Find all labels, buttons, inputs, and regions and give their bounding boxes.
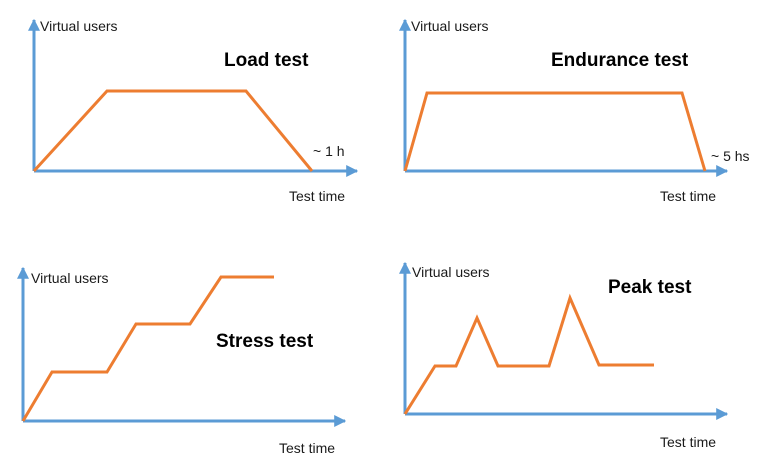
peak-y-axis-label: Virtual users [412, 264, 490, 280]
peak-profile-line [403, 293, 654, 415]
endurance-profile-line [403, 91, 707, 172]
endurance-title: Endurance test [551, 50, 689, 71]
load-x-axis-label: Test time [289, 188, 345, 204]
endurance-y-axis-label: Virtual users [411, 18, 489, 34]
endurance-test-panel: Virtual users Endurance test ~ 5 hs Test… [399, 18, 750, 204]
load-test-panel: Virtual users Load test ~ 1 h Test time [28, 18, 359, 204]
stress-profile-line [21, 275, 274, 422]
load-duration-annotation: ~ 1 h [313, 143, 345, 159]
load-title: Load test [224, 50, 309, 71]
load-profile-line [32, 89, 314, 173]
load-y-axis-label: Virtual users [40, 18, 118, 34]
stress-x-axis-label: Test time [279, 440, 335, 456]
stress-y-axis-label: Virtual users [31, 270, 109, 286]
stress-test-panel: Virtual users Stress test Test time [17, 266, 347, 456]
peak-title: Peak test [608, 277, 692, 298]
peak-test-panel: Virtual users Peak test Test time [399, 261, 729, 450]
endurance-duration-annotation: ~ 5 hs [711, 148, 750, 164]
endurance-x-axis-label: Test time [660, 188, 716, 204]
stress-title: Stress test [216, 331, 314, 352]
peak-x-axis-label: Test time [660, 434, 716, 450]
